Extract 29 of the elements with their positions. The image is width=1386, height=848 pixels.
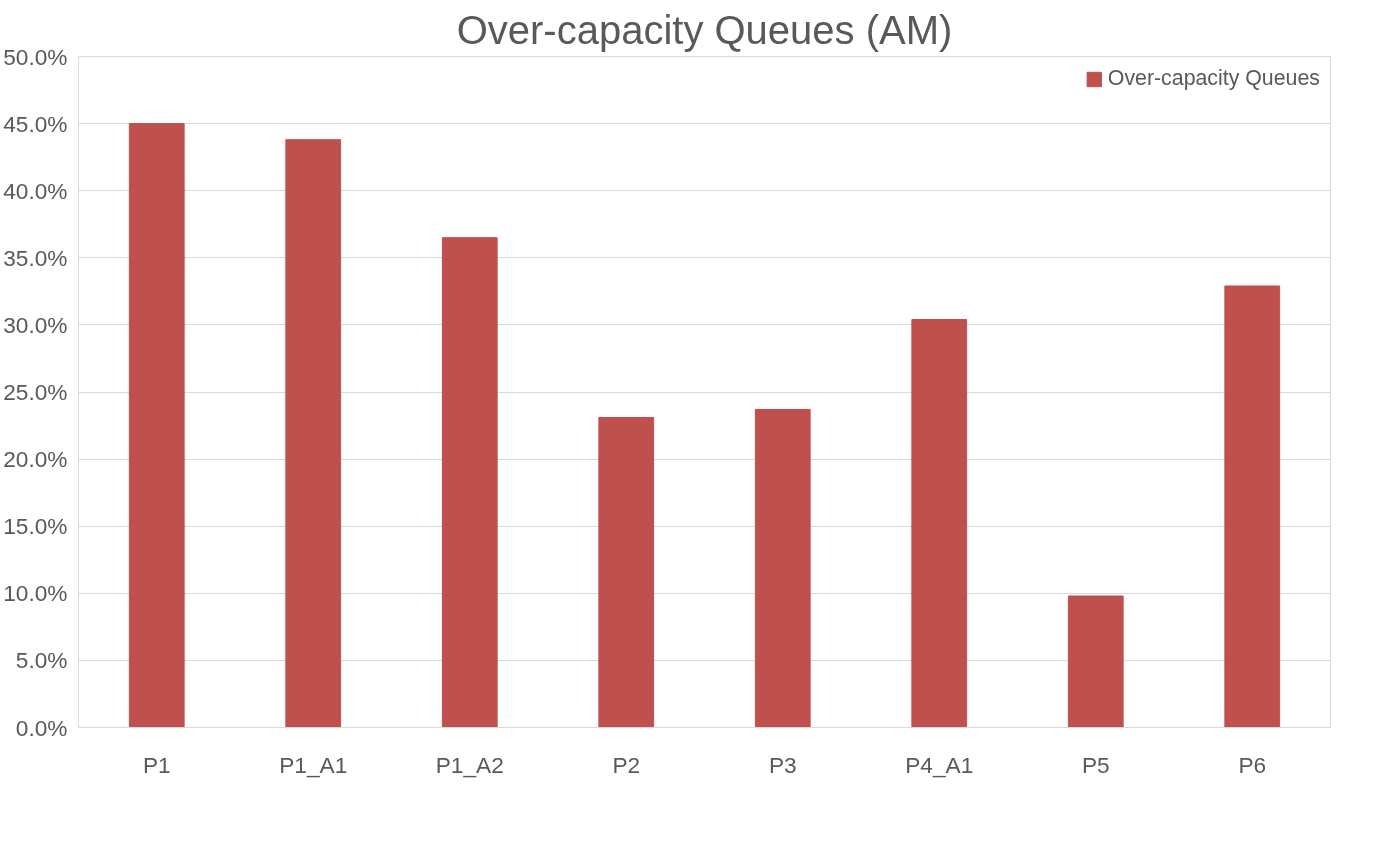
x-tick-label: P1 <box>142 751 171 778</box>
x-tick-label: P6 <box>1238 751 1267 778</box>
bar <box>441 237 498 728</box>
x-tick-label: P1_A1 <box>279 751 348 778</box>
x-tick-label: P1_A2 <box>435 751 504 778</box>
bar <box>1224 285 1281 728</box>
bar <box>128 123 185 728</box>
y-tick-label: 45.0% <box>3 110 68 137</box>
y-tick-label: 25.0% <box>3 379 68 405</box>
x-tick-label: P5 <box>1081 751 1110 778</box>
bar <box>911 319 968 728</box>
x-tick-label: P3 <box>768 751 797 778</box>
bar <box>754 408 811 728</box>
y-tick-label: 35.0% <box>3 244 68 271</box>
y-tick-label: 5.0% <box>15 647 68 674</box>
y-tick-label: 30.0% <box>3 311 68 338</box>
bar <box>598 417 655 728</box>
bar <box>285 139 342 728</box>
y-tick-label: 15.0% <box>3 513 68 540</box>
y-tick-label: 10.0% <box>3 580 68 607</box>
y-tick-label: 20.0% <box>3 446 68 473</box>
chart-title: Over-capacity Queues (AM) <box>456 7 953 52</box>
bar <box>1067 595 1124 728</box>
y-tick-label: 0.0% <box>15 714 68 741</box>
legend-label: Over-capacity Queues <box>1107 66 1320 91</box>
x-tick-label: P4_A1 <box>905 751 974 778</box>
x-tick-label: P2 <box>612 751 641 778</box>
y-tick-label: 50.0% <box>3 43 68 70</box>
y-tick-label: 40.0% <box>3 177 68 204</box>
